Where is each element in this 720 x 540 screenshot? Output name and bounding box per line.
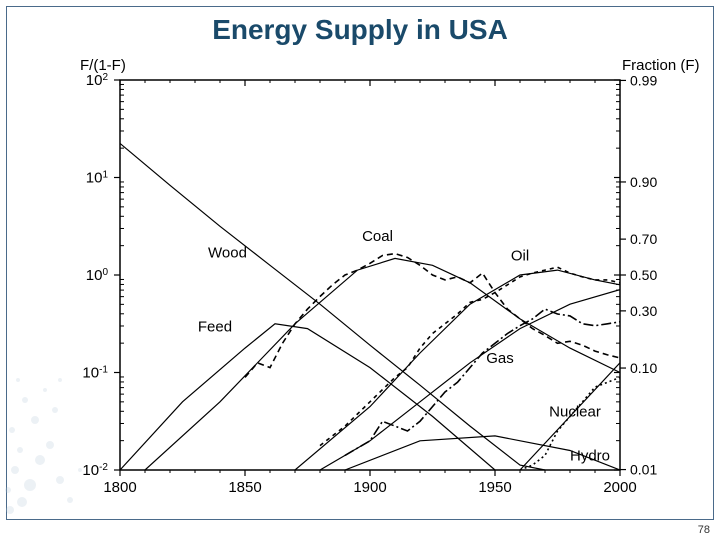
series-label-gas: Gas	[486, 350, 514, 367]
svg-text:0.10: 0.10	[630, 360, 657, 376]
series-label-oil: Oil	[511, 247, 529, 264]
svg-text:1800: 1800	[103, 479, 136, 496]
series-label-feed: Feed	[198, 319, 232, 336]
svg-text:0.30: 0.30	[630, 303, 657, 319]
curve-coal	[145, 258, 620, 470]
curve-feed	[120, 324, 495, 470]
svg-text:102: 102	[86, 72, 109, 90]
series-label-coal: Coal	[362, 228, 393, 245]
svg-text:F/(1-F): F/(1-F)	[80, 57, 126, 74]
svg-text:100: 100	[86, 267, 109, 285]
energy-chart: 1800 1850 1900 1950 2000 10-2 10-1 100 101 102 0.0…	[20, 50, 700, 520]
svg-text:0.99: 0.99	[630, 72, 657, 88]
svg-text:1900: 1900	[353, 479, 386, 496]
svg-text:2000: 2000	[603, 479, 636, 496]
svg-text:0.50: 0.50	[630, 267, 657, 283]
curve-wood	[120, 143, 545, 470]
series-label-hydro: Hydro	[570, 447, 610, 464]
svg-text:0.70: 0.70	[630, 231, 657, 247]
series-label-wood: Wood	[208, 244, 247, 261]
svg-text:0.90: 0.90	[630, 174, 657, 190]
page-number: 78	[698, 524, 710, 536]
curve-oil	[295, 270, 620, 470]
page-title: Energy Supply in USA	[0, 14, 720, 46]
curve-gas_actual	[345, 309, 620, 455]
svg-text:1950: 1950	[478, 479, 511, 496]
svg-text:0.01: 0.01	[630, 462, 657, 478]
svg-text:Fraction (F): Fraction (F)	[622, 57, 700, 74]
svg-text:101: 101	[86, 169, 109, 187]
svg-text:10-2: 10-2	[82, 462, 108, 480]
svg-text:10-1: 10-1	[82, 364, 108, 382]
series-label-nuclear: Nuclear	[549, 403, 601, 420]
svg-text:1850: 1850	[228, 479, 261, 496]
chart-svg: 1800 1850 1900 1950 2000 10-2 10-1 100 101 102 0.0…	[20, 50, 700, 520]
